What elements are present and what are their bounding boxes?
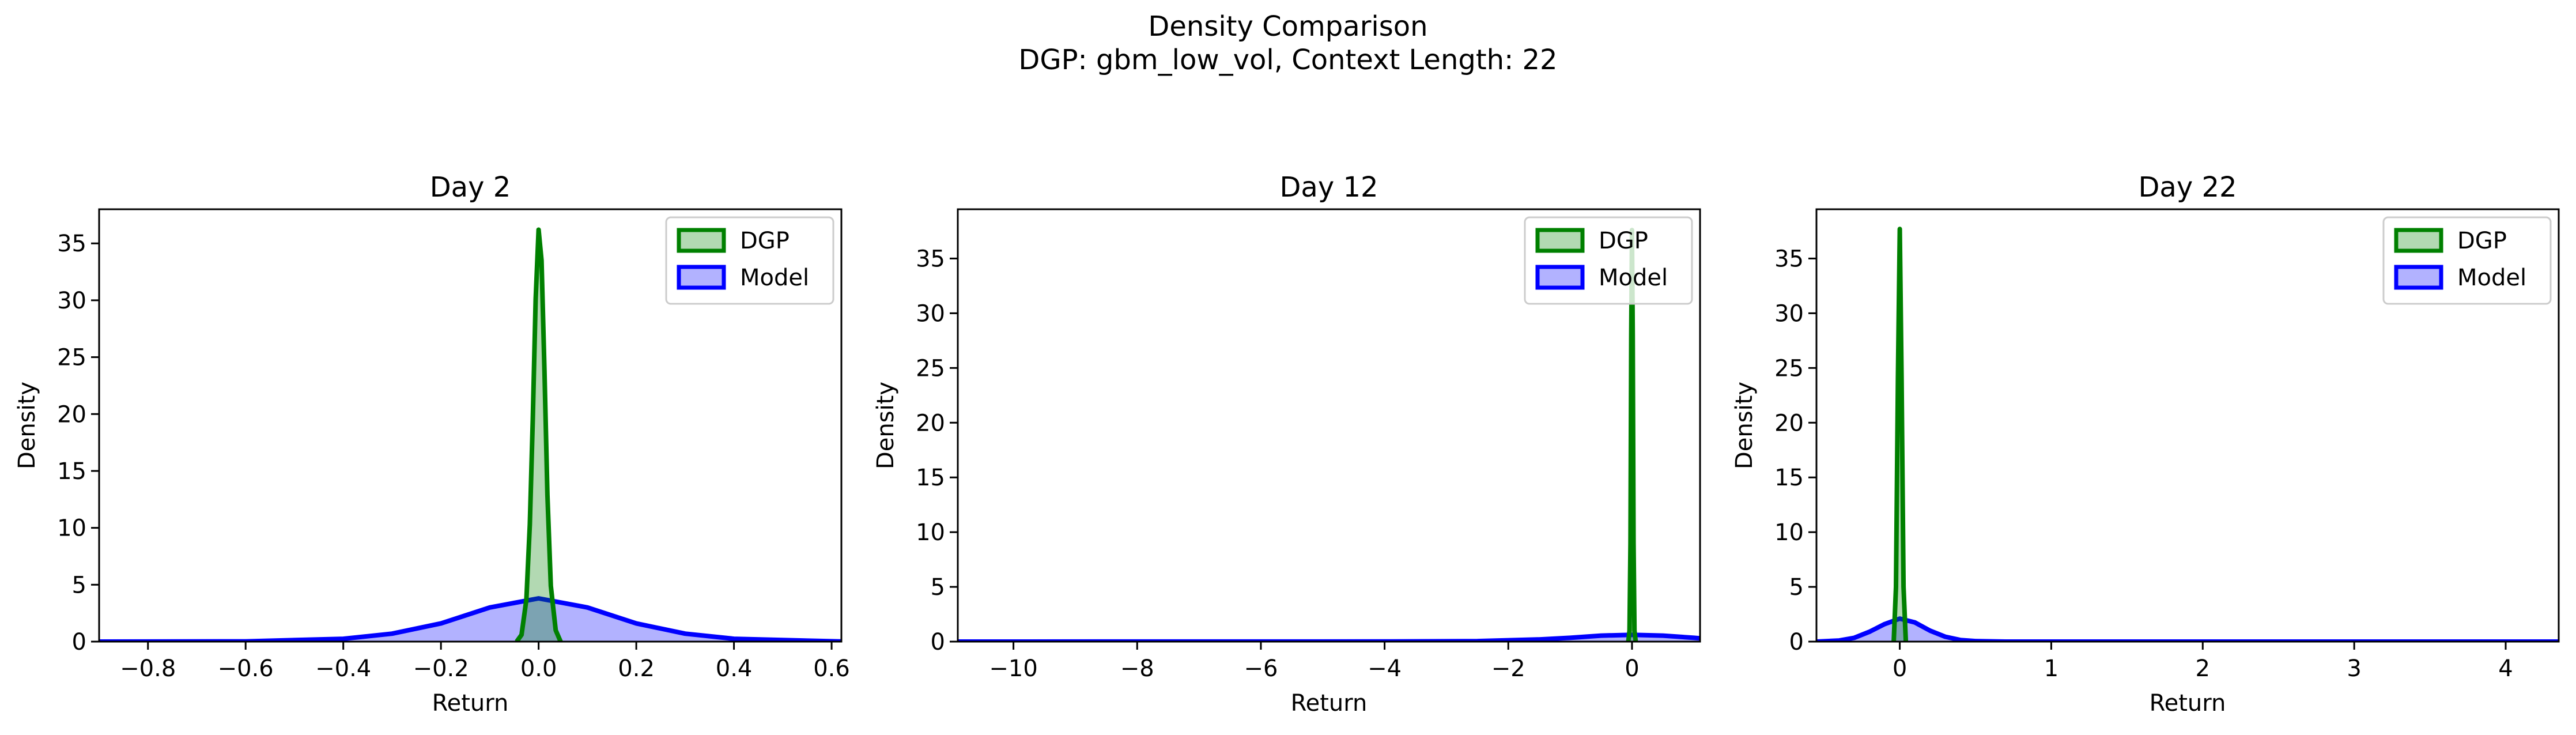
- figure-suptitle-line1: Density Comparison: [1148, 10, 1427, 43]
- x-tick-label: 3: [2347, 655, 2361, 682]
- y-tick-label: 30: [1774, 300, 1804, 327]
- y-tick-label: 25: [57, 345, 86, 371]
- x-tick-label: −0.2: [413, 655, 469, 682]
- dgp-legend-swatch: [677, 228, 726, 253]
- figure-suptitle-line2: DGP: gbm_low_vol, Context Length: 22: [1018, 44, 1557, 76]
- subplots-group: −0.8 −0.6 −0.4 −0.2 0.0 0.2 0.4 0.6051015202530…: [14, 171, 2560, 717]
- x-axis-label: Return: [1291, 690, 1368, 717]
- y-tick-label: 5: [72, 572, 86, 598]
- y-axis-label: Density: [14, 382, 40, 469]
- y-tick-label: 5: [931, 574, 945, 601]
- x-tick-label: 0.0: [520, 655, 557, 682]
- x-tick-label: −2: [1491, 655, 1525, 682]
- legend-box: [2382, 216, 2552, 305]
- subplot-title: Day 22: [2138, 171, 2237, 203]
- dgp-density-fill: [516, 229, 561, 642]
- model-legend-swatch: [1535, 265, 1585, 290]
- y-tick-label: 0: [1789, 629, 1804, 655]
- legend: DGP Model: [665, 216, 834, 305]
- y-tick-label: 10: [57, 515, 86, 542]
- subplot-day-panel: −10 −8 −6 −4 −2 0 0 5 10 15 20 25 30 35 Day 12 Return De…: [872, 171, 1701, 717]
- plot-area: [99, 227, 841, 642]
- y-tick-label: 20: [1774, 410, 1804, 436]
- x-tick-label: −4: [1368, 655, 1402, 682]
- x-tick-label: −0.6: [218, 655, 274, 682]
- x-tick-label: 1: [2044, 655, 2058, 682]
- x-tick-label: 2: [2196, 655, 2210, 682]
- dgp-legend-swatch: [1535, 228, 1585, 253]
- dgp-legend-label: DGP: [2457, 228, 2507, 254]
- legend: DGP Model: [2382, 216, 2552, 305]
- x-tick-label: −10: [989, 655, 1037, 682]
- x-tick-label: 0.4: [716, 655, 753, 682]
- legend-box: [665, 216, 834, 305]
- model-legend-swatch: [677, 265, 726, 290]
- dgp-legend-label: DGP: [1599, 228, 1648, 254]
- y-tick-label: 0: [72, 629, 86, 655]
- y-tick-label: 25: [916, 355, 945, 382]
- subplot-title: Day 12: [1279, 171, 1378, 203]
- y-axis-label: Density: [1731, 382, 1758, 469]
- y-tick-label: 15: [1774, 465, 1804, 491]
- y-tick-label: 35: [1774, 246, 1804, 272]
- y-tick-label: 30: [916, 300, 945, 327]
- legend-box: [1524, 216, 1693, 305]
- x-tick-label: 0.2: [618, 655, 655, 682]
- x-tick-label: 4: [2498, 655, 2513, 682]
- y-tick-label: 20: [57, 401, 86, 428]
- x-tick-label: 0: [1625, 655, 1639, 682]
- subplot-day-panel: −0.8 −0.6 −0.4 −0.2 0.0 0.2 0.4 0.6 0 5 10 15 20 25 30…: [14, 171, 850, 717]
- model-legend-label: Model: [740, 265, 809, 291]
- model-density-fill: [99, 598, 841, 642]
- x-axis-label: Return: [432, 690, 509, 717]
- model-legend-label: Model: [1599, 265, 1668, 291]
- y-tick-label: 35: [57, 231, 86, 257]
- axes-frame: [957, 208, 1701, 643]
- y-tick-label: 0: [931, 629, 945, 655]
- y-tick-label: 15: [916, 465, 945, 491]
- y-tick-label: 15: [57, 458, 86, 485]
- subplot-title: Day 2: [430, 171, 511, 203]
- x-tick-label: −6: [1244, 655, 1278, 682]
- y-tick-label: 30: [57, 288, 86, 314]
- dgp-density-line: [515, 227, 563, 642]
- dgp-legend-label: DGP: [740, 228, 790, 254]
- axes-frame: [1815, 208, 2560, 643]
- x-tick-label: 0: [1893, 655, 1907, 682]
- x-tick-label: −8: [1120, 655, 1154, 682]
- model-legend-swatch: [2394, 265, 2443, 290]
- x-tick-label: −0.8: [120, 655, 176, 682]
- legend: DGP Model: [1524, 216, 1693, 305]
- x-tick-label: 0.6: [813, 655, 850, 682]
- dgp-density-line: [1891, 227, 1909, 642]
- y-tick-label: 10: [1774, 519, 1804, 546]
- axes-frame: [98, 208, 843, 643]
- x-axis-label: Return: [2150, 690, 2226, 717]
- subplot-day-panel: 0 1 2 3 4 0 5 10 15 20 25 30 35 Day 22 Return Density DG…: [1731, 171, 2560, 717]
- dgp-legend-swatch: [2394, 228, 2443, 253]
- y-tick-label: 20: [916, 410, 945, 436]
- y-axis-label: Density: [872, 382, 899, 469]
- model-density-fill: [1816, 619, 2559, 642]
- y-tick-label: 25: [1774, 355, 1804, 382]
- y-tick-label: 35: [916, 246, 945, 272]
- y-tick-label: 5: [1789, 574, 1804, 601]
- model-legend-label: Model: [2457, 265, 2526, 291]
- y-tick-label: 10: [916, 519, 945, 546]
- model-density-line: [99, 596, 841, 642]
- x-tick-label: −0.4: [315, 655, 371, 682]
